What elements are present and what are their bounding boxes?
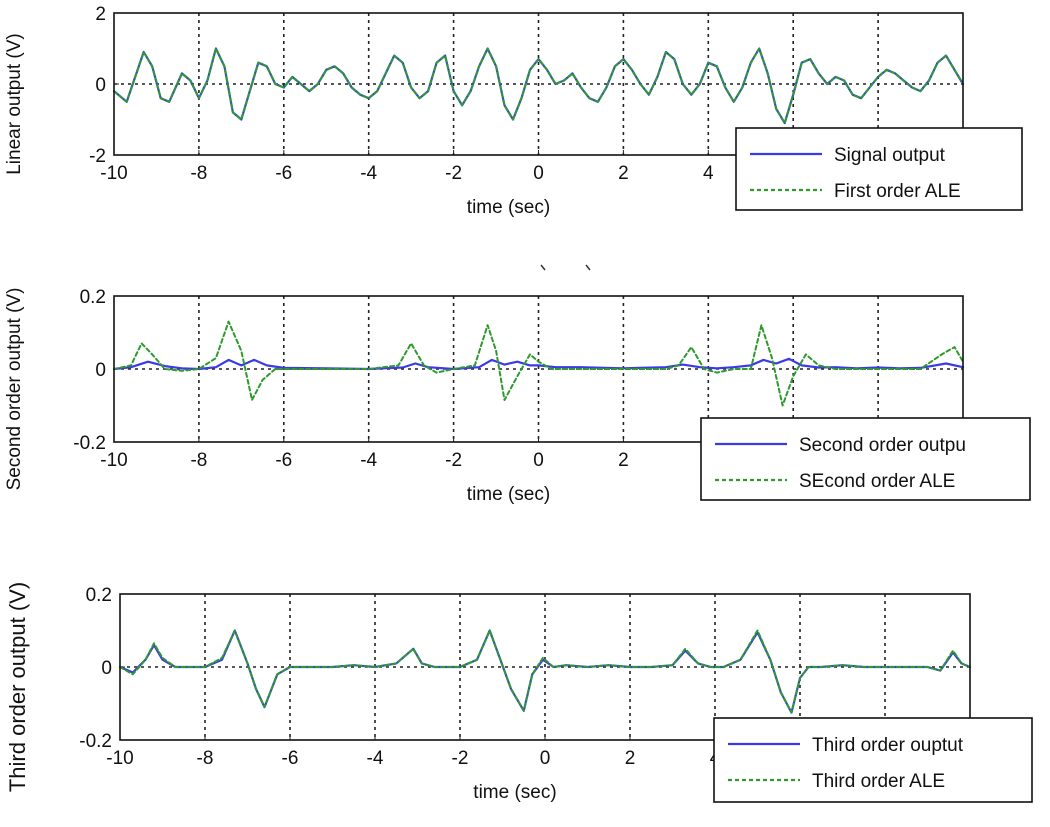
chart2-legend-box <box>713 717 1033 803</box>
chart1-xtick-label: -10 <box>100 450 127 471</box>
chart0-legend-label: Signal output <box>834 145 946 166</box>
chart2-axes-frame <box>119 593 971 741</box>
chart0-xtick-label: -10 <box>100 163 127 184</box>
chart2-series-ale-line <box>119 629 971 714</box>
chart0-xtick-label: 4 <box>703 163 714 184</box>
chart0-ytick-label: -2 <box>89 146 106 167</box>
chart0-ytick-label: 0 <box>95 75 106 96</box>
chart2-x-axis-label: time (sec) <box>473 782 556 803</box>
chart1-y-axis-label: Second order output (V) <box>4 288 25 491</box>
chart2-ytick-label: 0 <box>101 658 112 679</box>
chart1-ytick-label: -0.2 <box>73 433 106 454</box>
chart0-series-ale-line <box>113 47 964 125</box>
chart2-xtick-label: 2 <box>625 748 636 769</box>
chart0-xtick-label: 0 <box>533 163 544 184</box>
chart1-xtick-label: -4 <box>360 450 377 471</box>
stray-mark-right <box>585 264 591 271</box>
chart2-y-axis-label: Third order output (V) <box>5 582 30 792</box>
chart0-xtick-label: 2 <box>618 163 629 184</box>
chart2-xtick-label: -8 <box>197 748 214 769</box>
chart1-legend-label: SEcond order ALE <box>799 471 955 492</box>
chart0-ytick-label: 2 <box>95 4 106 25</box>
chart0-axes-frame <box>113 12 964 156</box>
chart1-axes-frame <box>113 295 964 443</box>
chart2-ytick-label: 0.2 <box>86 585 112 606</box>
chart1-xtick-label: -6 <box>275 450 292 471</box>
chart2-legend-label: Third order ouptut <box>812 735 964 756</box>
chart2-ytick-label: -0.2 <box>79 731 112 752</box>
chart0-y-axis-label: Linear output (V) <box>4 33 25 175</box>
chart0-legend-box <box>735 127 1023 211</box>
chart1-xtick-label: 0 <box>533 450 544 471</box>
chart2-xtick-label: -10 <box>106 748 133 769</box>
chart1-x-axis-label: time (sec) <box>467 484 550 505</box>
chart1-xtick-label: 2 <box>618 450 629 471</box>
chart1-legend-box <box>700 417 1031 501</box>
chart1-ytick-label: 0.2 <box>80 287 106 308</box>
chart1-legend-label: Second order outpu <box>799 435 966 456</box>
chart2-xtick-label: -2 <box>452 748 469 769</box>
chart0-legend-label: First order ALE <box>834 181 961 202</box>
stray-mark-left <box>540 264 546 271</box>
chart1-xtick-label: -8 <box>190 450 207 471</box>
chart1-ytick-label: 0 <box>95 360 106 381</box>
chart0-xtick-label: -8 <box>190 163 207 184</box>
chart1-series-ale-line <box>113 320 964 407</box>
chart0-xtick-label: -6 <box>275 163 292 184</box>
chart1-series-output-line <box>112 357 965 371</box>
chart0-xtick-label: -2 <box>445 163 462 184</box>
chart1-xtick-label: -2 <box>445 450 462 471</box>
chart2-xtick-label: -4 <box>367 748 384 769</box>
chart2-legend-label: Third order ALE <box>812 771 945 792</box>
chart2-xtick-label: -6 <box>282 748 299 769</box>
chart0-x-axis-label: time (sec) <box>467 197 550 218</box>
chart0-xtick-label: -4 <box>360 163 377 184</box>
chart2-xtick-label: 0 <box>540 748 551 769</box>
